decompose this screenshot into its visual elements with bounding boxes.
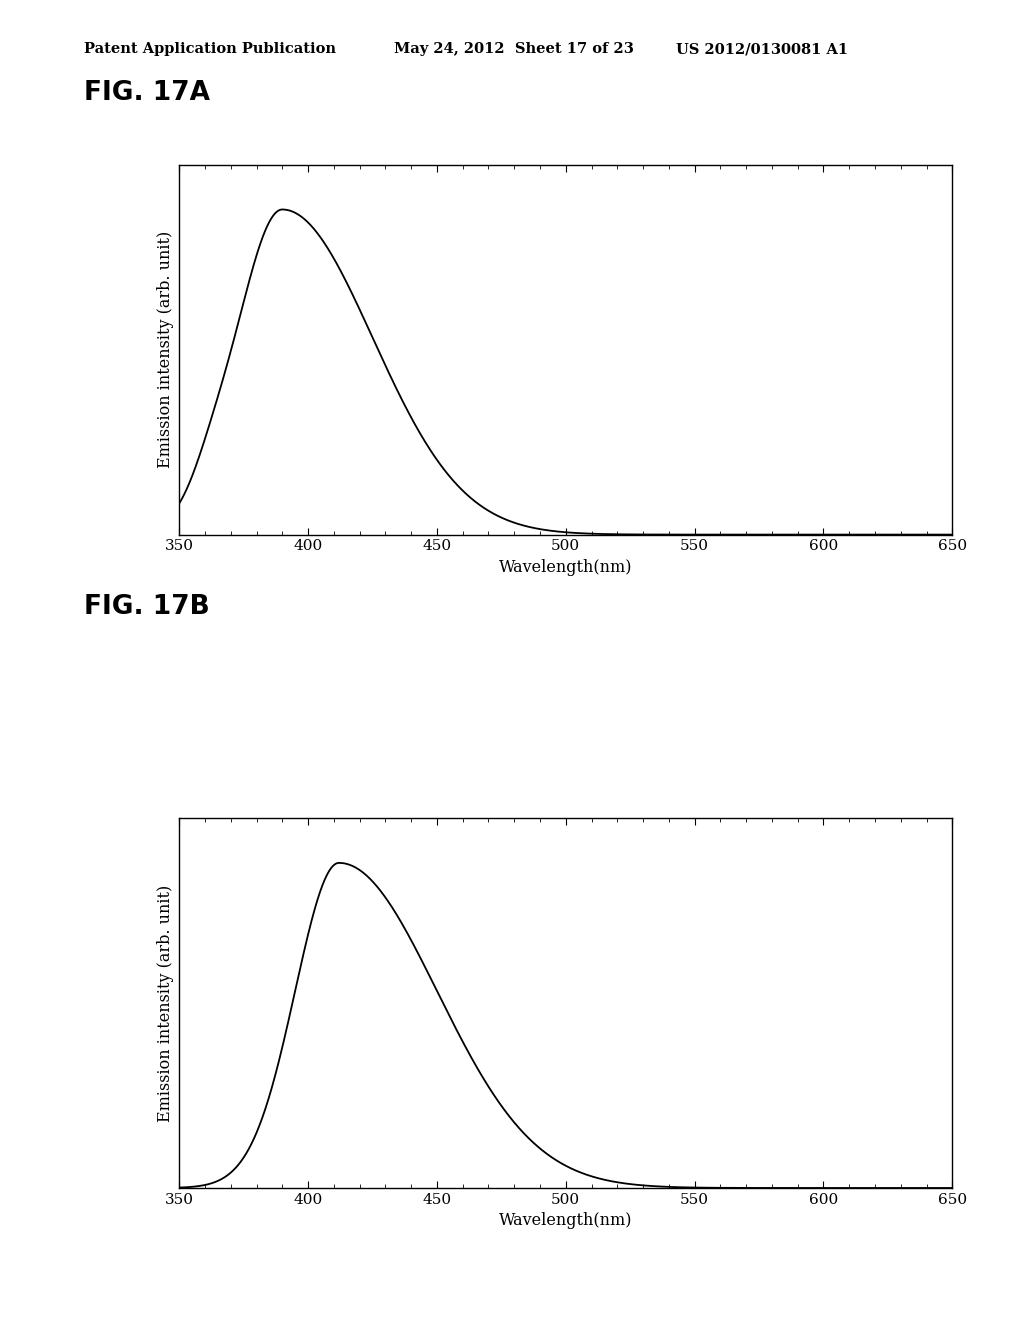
X-axis label: Wavelength(nm): Wavelength(nm) — [499, 558, 633, 576]
Text: FIG. 17A: FIG. 17A — [84, 79, 210, 106]
Text: Patent Application Publication: Patent Application Publication — [84, 42, 336, 57]
X-axis label: Wavelength(nm): Wavelength(nm) — [499, 1212, 633, 1229]
Text: US 2012/0130081 A1: US 2012/0130081 A1 — [676, 42, 848, 57]
Text: FIG. 17B: FIG. 17B — [84, 594, 210, 620]
Text: May 24, 2012  Sheet 17 of 23: May 24, 2012 Sheet 17 of 23 — [394, 42, 634, 57]
Y-axis label: Emission intensity (arb. unit): Emission intensity (arb. unit) — [157, 231, 174, 469]
Y-axis label: Emission intensity (arb. unit): Emission intensity (arb. unit) — [157, 884, 174, 1122]
